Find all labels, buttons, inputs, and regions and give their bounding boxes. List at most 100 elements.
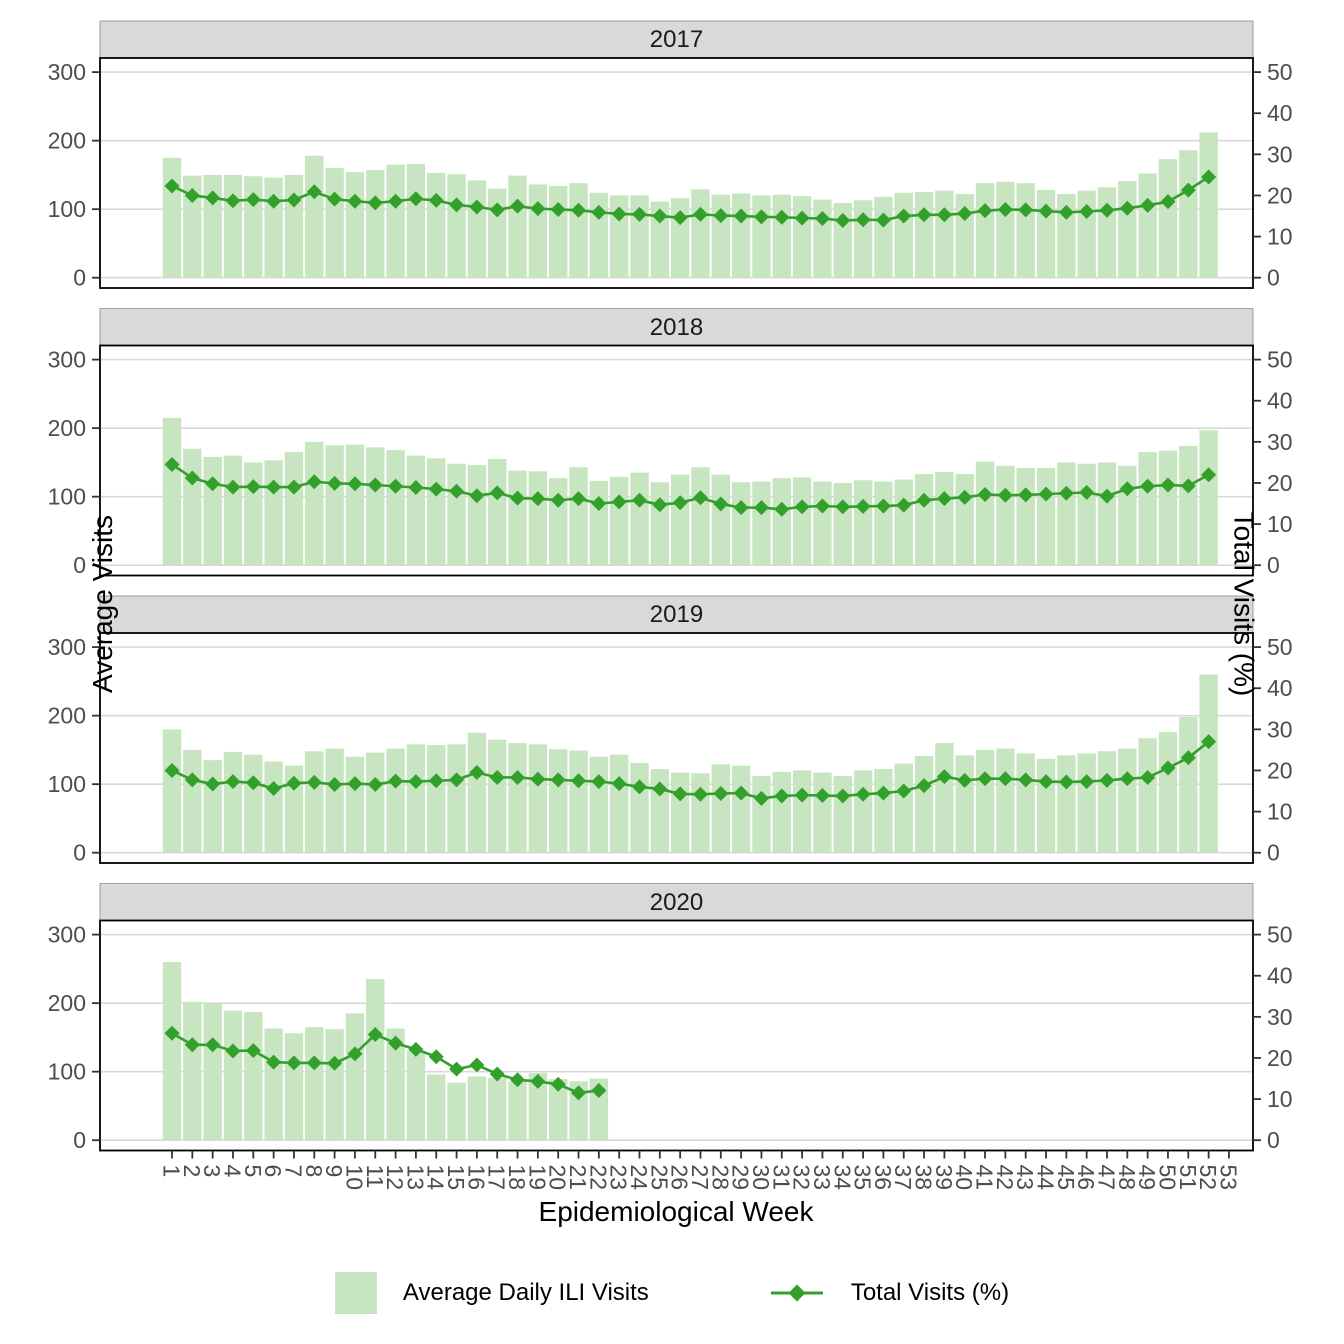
svg-text:50: 50: [1267, 922, 1293, 948]
point-2019-w37: [896, 783, 912, 799]
point-2020-w6: [266, 1054, 282, 1070]
x-axis-title: Epidemiological Week: [538, 1196, 814, 1227]
bar-2017-w44: [1036, 189, 1056, 278]
bar-2017-w12: [386, 164, 405, 278]
point-2018-w10: [347, 476, 363, 492]
svg-text:50: 50: [1267, 347, 1293, 373]
point-2017-w17: [489, 202, 505, 218]
bar-2017-w46: [1077, 190, 1096, 278]
point-2019-w32: [794, 787, 810, 803]
bar-2019-w12: [386, 748, 405, 853]
x-tick-label-36: 36: [870, 1165, 896, 1191]
bar-2020-w10: [345, 1013, 365, 1141]
bar-2018-w35: [853, 480, 873, 566]
bar-2019-w23: [609, 754, 629, 853]
point-2019-w29: [733, 785, 749, 801]
bar-2020-w5: [244, 1012, 263, 1141]
bar-2018-w38: [914, 474, 934, 566]
bar-2018-w36: [874, 481, 893, 566]
svg-text:40: 40: [1267, 388, 1293, 414]
bar-2019-w6: [264, 761, 283, 853]
bar-2020-w2: [183, 1001, 202, 1141]
bar-2019-w32: [792, 770, 812, 853]
bar-2019-w18: [508, 743, 527, 853]
x-tick-label-53: 53: [1215, 1165, 1241, 1191]
bar-2018-w17: [488, 458, 507, 566]
bar-2019-w49: [1138, 738, 1157, 853]
point-2017-w14: [428, 192, 444, 208]
bar-2017-w17: [488, 188, 507, 278]
point-2017-w38: [916, 207, 932, 223]
legend-label-line: Total Visits (%): [850, 1279, 1010, 1306]
svg-text:0: 0: [73, 840, 86, 866]
svg-text:200: 200: [48, 415, 86, 441]
x-tick-label-1: 1: [159, 1165, 185, 1178]
point-2017-w11: [367, 195, 383, 211]
bar-2020-w19: [528, 1073, 548, 1141]
bar-2019-w13: [406, 744, 426, 853]
bar-2019-w2: [183, 749, 202, 853]
x-tick-label-52: 52: [1195, 1165, 1221, 1191]
x-tick-label-24: 24: [626, 1165, 652, 1191]
bar-2020-w16: [467, 1076, 487, 1141]
bar-2017-w35: [853, 200, 873, 278]
bar-2018-w10: [345, 444, 365, 566]
point-2017-w26: [672, 210, 688, 226]
bar-2020-w18: [508, 1081, 527, 1141]
bar-2020-w4: [223, 1010, 243, 1141]
point-2017-w42: [997, 201, 1013, 217]
point-2020-w12: [388, 1035, 404, 1051]
point-2017-w44: [1038, 203, 1054, 219]
bar-2018-w1: [162, 417, 182, 566]
x-tick-label-45: 45: [1053, 1165, 1079, 1191]
point-2017-w35: [855, 212, 871, 228]
bar-2019-w52: [1199, 674, 1218, 853]
bar-2019-w51: [1179, 717, 1198, 853]
bar-2018-w23: [609, 476, 629, 566]
x-tick-label-34: 34: [829, 1165, 855, 1191]
facet-strip-label-2018: 2018: [649, 313, 704, 341]
bar-2020-w15: [447, 1082, 466, 1141]
bar-2019-w37: [894, 763, 913, 853]
x-tick-label-5: 5: [240, 1165, 266, 1178]
bar-2017-w50: [1158, 159, 1178, 278]
bar-2018-w21: [569, 467, 588, 566]
point-2018-w11: [367, 477, 383, 493]
point-2017-w5: [245, 192, 261, 208]
svg-text:50: 50: [1267, 634, 1293, 660]
bar-2019-w26: [670, 772, 690, 853]
point-2017-w52: [1201, 169, 1217, 185]
point-2017-w49: [1140, 197, 1156, 213]
svg-text:30: 30: [1267, 716, 1293, 742]
bar-2017-w41: [975, 183, 995, 278]
svg-text:0: 0: [1267, 552, 1280, 578]
svg-text:10: 10: [1267, 511, 1293, 537]
x-tick-label-14: 14: [423, 1165, 449, 1191]
svg-text:300: 300: [48, 634, 86, 660]
point-2019-w31: [774, 788, 790, 804]
bar-2017-w19: [528, 184, 548, 278]
x-tick-label-23: 23: [606, 1165, 632, 1191]
bar-2018-w15: [447, 463, 466, 566]
point-2017-w21: [571, 202, 587, 218]
bar-2019-w27: [691, 773, 710, 853]
bar-2019-w19: [528, 744, 548, 853]
x-tick-label-28: 28: [707, 1165, 733, 1191]
point-2017-w43: [1018, 202, 1034, 218]
x-tick-label-16: 16: [463, 1165, 489, 1191]
bar-2019-w38: [914, 756, 934, 853]
bar-2017-w26: [670, 198, 690, 278]
point-2018-w47: [1099, 488, 1115, 504]
bar-2018-w33: [813, 481, 832, 566]
point-2018-w49: [1140, 478, 1156, 494]
point-2020-w9: [327, 1055, 343, 1071]
point-2017-w9: [327, 191, 343, 207]
point-2017-w47: [1099, 202, 1115, 218]
bar-2020-w12: [386, 1028, 405, 1141]
bar-2018-w32: [792, 477, 812, 566]
x-tick-label-30: 30: [748, 1165, 774, 1191]
x-tick-label-3: 3: [199, 1165, 225, 1178]
svg-text:300: 300: [48, 59, 86, 85]
x-tick-label-32: 32: [789, 1165, 815, 1191]
facet-strip-label-2020: 2020: [649, 888, 704, 916]
